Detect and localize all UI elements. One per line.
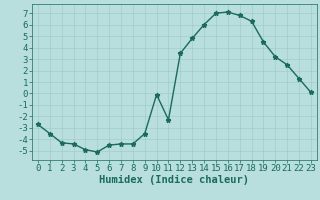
X-axis label: Humidex (Indice chaleur): Humidex (Indice chaleur) — [100, 175, 249, 185]
